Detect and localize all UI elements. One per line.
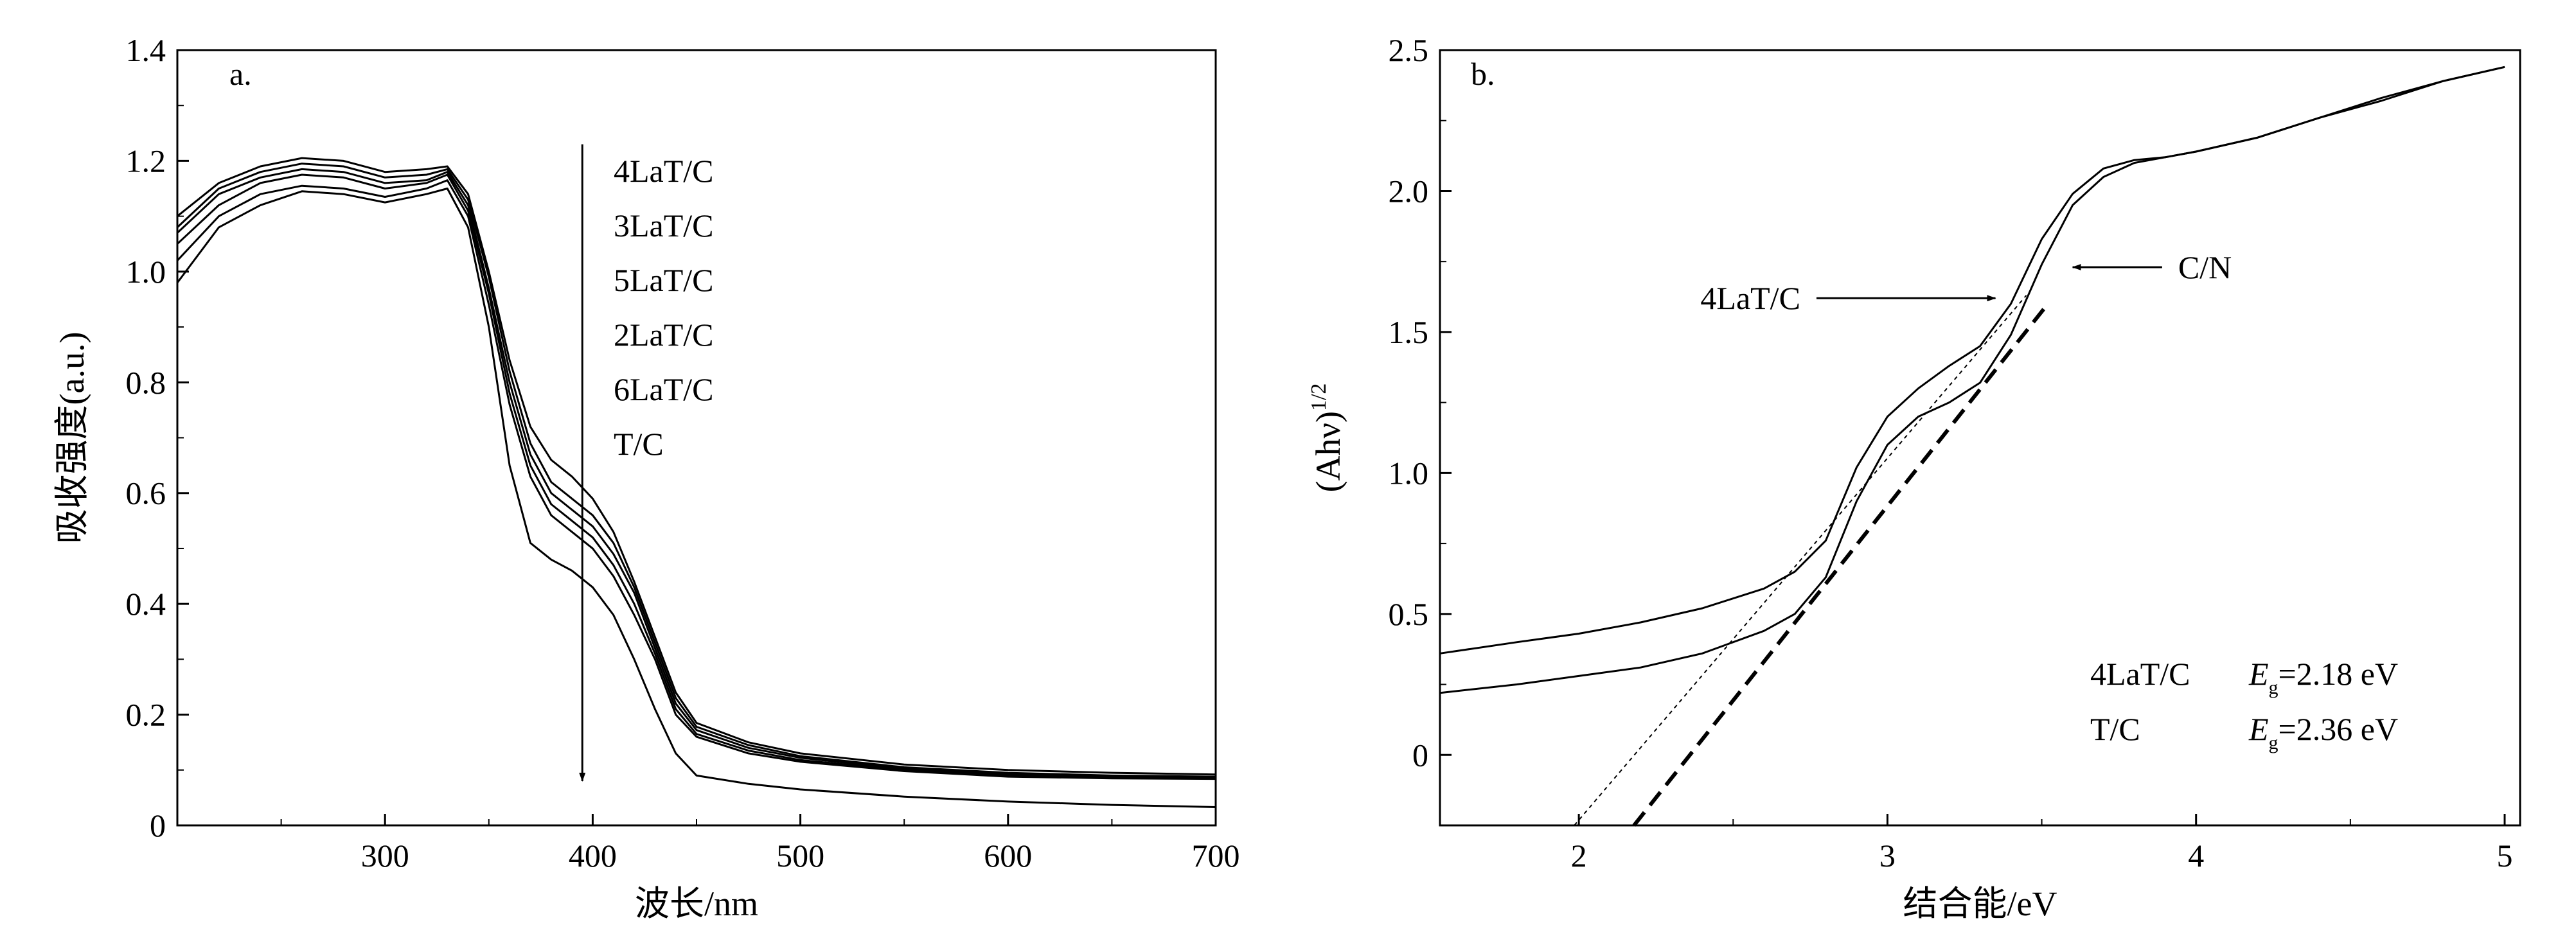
chart-b-y-tick-label: 1.0: [1389, 455, 1429, 491]
chart-b-gap-value: Eg=2.18 eV: [2248, 656, 2398, 698]
chart-b-gap-number: =2.18 eV: [2278, 656, 2399, 692]
chart-a-series-line: [176, 188, 1216, 808]
chart-a-x-tick-label: 400: [569, 838, 617, 874]
chart-b-y-tick-label: 1.5: [1389, 314, 1429, 350]
chart-b-plot-frame: [1439, 49, 2521, 827]
chart-b: 2 3 4 500.51.01.52.02.5 b. 结合能/eV (Ahν)1/2 …: [1307, 32, 2521, 923]
chart-b-annotation-label: C/N: [2178, 249, 2232, 285]
chart-b-y-axis-title-superscript: 1/2: [1307, 383, 1331, 411]
chart-b-panel-label: b.: [1471, 56, 1495, 92]
chart-a-series-line: [176, 173, 1216, 780]
chart-a-ticks: 300 400 500 600 700 0 0.2 0.4 0.6 0.8 1.0 1.2 1.4: [126, 32, 1240, 874]
chart-a-y-tick-label: 0.4: [126, 586, 166, 622]
chart-a-x-tick-label: 500: [776, 838, 824, 874]
chart-b-y-axis-title-main: (Ahν): [1309, 411, 1347, 492]
chart-a-x-axis-title: 波长/nm: [635, 884, 758, 923]
chart-b-annotations: 4LaT/C C/N: [1700, 249, 2232, 316]
chart-a-x-tick-label: 700: [1192, 838, 1240, 874]
chart-a-y-tick-label: 0.2: [126, 697, 166, 733]
chart-a-y-tick-label: 0.6: [126, 475, 166, 511]
chart-a-series-line: [177, 157, 1216, 776]
chart-a-legend-entry: 2LaT/C: [614, 317, 714, 353]
chart-b-x-axis-title: 结合能/eV: [1903, 884, 2057, 923]
chart-b-gap-number: =2.36 eV: [2278, 711, 2399, 747]
chart-a-legend-entry: 4LaT/C: [614, 153, 714, 189]
chart-a: 300 400 500 600 700 0 0.2 0.4 0.6 0.8 1.0 1.2 1.4 a.…: [53, 32, 1240, 923]
chart-a-legend-entry: T/C: [614, 426, 664, 462]
chart-a-y-tick-label: 0: [150, 807, 166, 843]
chart-b-gap-subscript: g: [2269, 732, 2278, 753]
chart-a-y-tick-label: 1.2: [126, 143, 166, 179]
chart-a-y-tick-label: 0.8: [126, 364, 166, 400]
chart-a-legend-entry: 6LaT/C: [614, 371, 714, 407]
chart-b-y-tick-label: 2.0: [1389, 173, 1429, 209]
chart-a-panel-label: a.: [229, 56, 252, 92]
chart-a-legend-entry: 3LaT/C: [614, 207, 714, 243]
chart-b-gap-symbol: E: [2248, 656, 2269, 692]
chart-a-legend-entry: 5LaT/C: [614, 262, 714, 298]
chart-a-y-tick-label: 1.0: [126, 254, 166, 290]
chart-b-x-tick-label: 3: [1879, 838, 1896, 874]
chart-b-series-line: [1439, 66, 2505, 655]
chart-b-y-axis-title: (Ahν)1/2: [1307, 383, 1347, 493]
chart-a-series-line: [176, 168, 1216, 778]
chart-b-series-line: [1439, 66, 2505, 694]
chart-b-gap-sample: T/C: [2090, 711, 2140, 747]
chart-b-x-tick-label: 4: [2188, 838, 2204, 874]
chart-a-marks: [176, 157, 1216, 808]
chart-b-gap-subscript: g: [2269, 677, 2278, 698]
chart-b-y-tick-label: 0.5: [1389, 596, 1429, 632]
chart-a-legend: 4LaT/C 3LaT/C 5LaT/C 2LaT/C 6LaT/C T/C: [614, 153, 714, 462]
chart-b-gap-value: Eg=2.36 eV: [2248, 711, 2398, 753]
chart-b-gap-symbol: E: [2248, 711, 2269, 747]
chart-b-x-tick-label: 5: [2496, 838, 2512, 874]
chart-b-y-tick-label: 0: [1412, 737, 1428, 773]
chart-a-x-tick-label: 300: [361, 838, 409, 874]
chart-b-gap-table: 4LaT/C Eg=2.18 eVT/C Eg=2.36 eV: [2090, 656, 2398, 753]
chart-b-y-tick-label: 2.5: [1389, 32, 1429, 68]
chart-a-series-line: [176, 163, 1216, 778]
chart-b-gap-sample: 4LaT/C: [2090, 656, 2190, 692]
chart-b-tangent-line: [1574, 295, 2027, 826]
chart-b-tangent-line: [1632, 303, 2050, 827]
chart-b-marks: [1439, 66, 2505, 827]
chart-a-series-line: [176, 179, 1216, 780]
chart-a-y-tick-label: 1.4: [126, 32, 166, 68]
chart-b-annotation-label: 4LaT/C: [1700, 280, 1800, 316]
chart-b-ticks: 2 3 4 5 0 0.5 1.0 1.5 2.0 2.5: [1389, 32, 2513, 874]
chart-a-x-tick-label: 600: [984, 838, 1032, 874]
chart-b-x-tick-label: 2: [1571, 838, 1587, 874]
chart-a-y-axis-title: 吸收强度(a.u.): [53, 332, 91, 544]
